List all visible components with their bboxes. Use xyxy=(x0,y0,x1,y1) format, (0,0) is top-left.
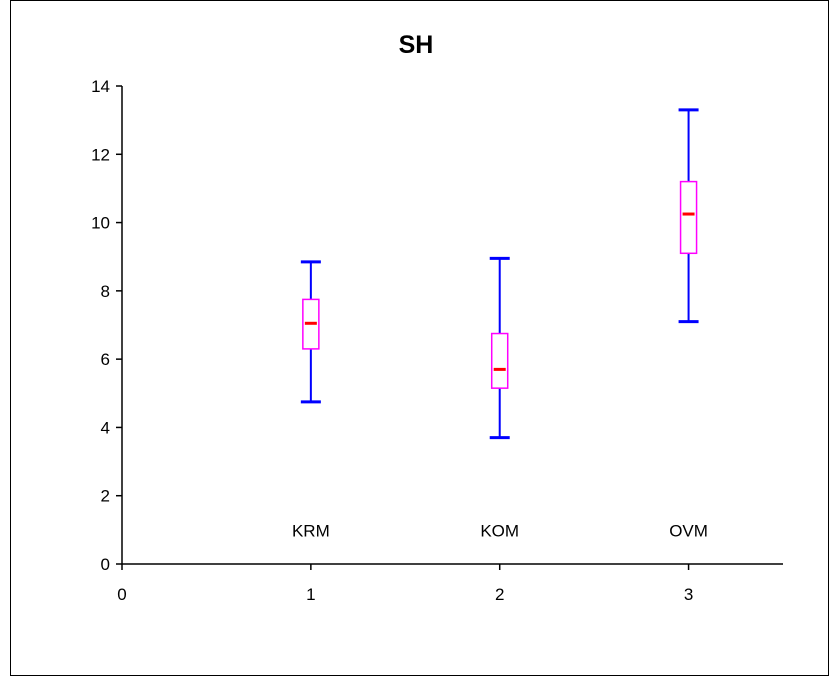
x-tick-label: 2 xyxy=(495,585,504,604)
chart-frame: SH 0 2 4 6 8 10 12 14 0 1 2 3 KRM KOM OVM xyxy=(10,0,829,676)
x-tick-label: 0 xyxy=(117,585,126,604)
y-tick-label: 6 xyxy=(101,350,110,369)
y-tick-label: 4 xyxy=(101,418,110,437)
chart-title: SH xyxy=(399,31,434,59)
y-tick-label: 2 xyxy=(101,487,110,506)
box-plot-krm: KRM xyxy=(292,260,330,541)
y-tick-label: 10 xyxy=(91,214,110,233)
y-tick-label: 0 xyxy=(101,555,110,574)
y-tick-label: 14 xyxy=(91,77,110,96)
plot-marks: KRM KOM OVM xyxy=(292,108,708,541)
x-tick-label: 1 xyxy=(306,585,315,604)
category-label: KOM xyxy=(480,522,519,541)
category-label: KRM xyxy=(292,522,330,541)
iqr-box xyxy=(490,332,509,389)
y-tick-label: 12 xyxy=(91,145,110,164)
box-plot-ovm: OVM xyxy=(669,108,708,541)
category-label: OVM xyxy=(669,522,708,541)
y-tick-label: 8 xyxy=(101,282,110,301)
iqr-box xyxy=(679,180,698,255)
box-plot-kom: KOM xyxy=(480,256,519,541)
x-tick-label: 3 xyxy=(684,585,693,604)
